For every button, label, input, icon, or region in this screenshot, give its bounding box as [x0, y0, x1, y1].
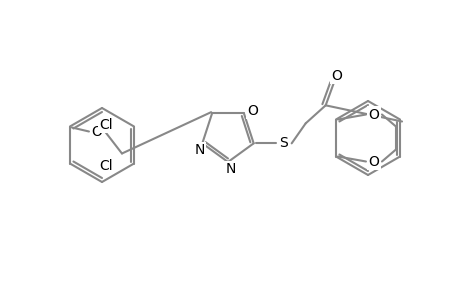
Text: O: O: [330, 69, 341, 83]
Text: N: N: [225, 162, 235, 176]
Text: O: O: [91, 124, 102, 139]
Text: S: S: [279, 136, 287, 150]
Text: O: O: [368, 154, 379, 169]
Text: Cl: Cl: [99, 158, 112, 172]
Text: N: N: [194, 143, 204, 157]
Text: Cl: Cl: [99, 118, 112, 131]
Text: O: O: [368, 107, 379, 122]
Text: O: O: [247, 104, 258, 118]
